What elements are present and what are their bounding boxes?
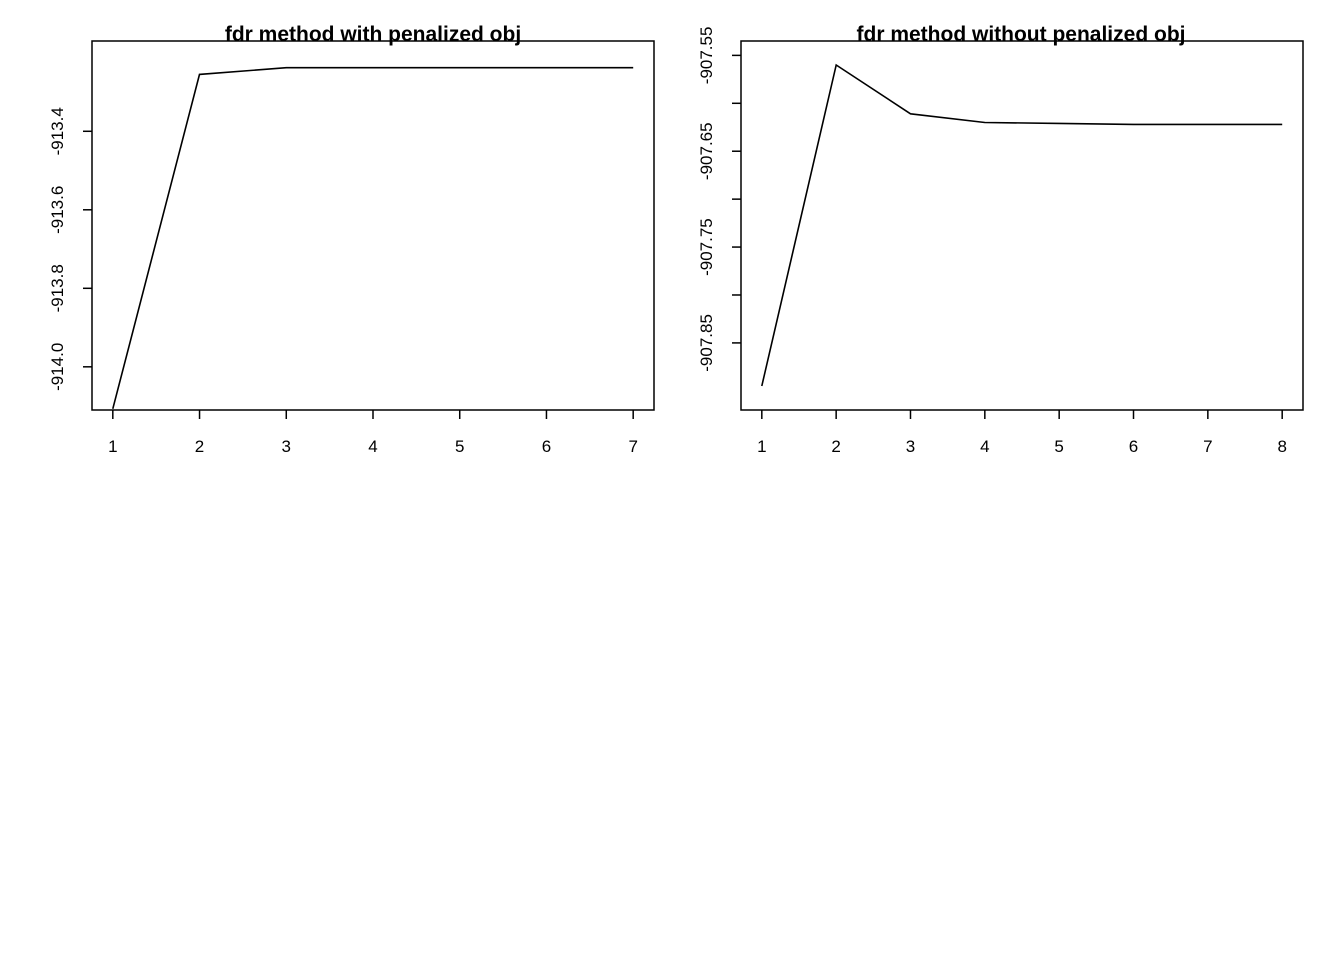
left-y-tick-label-4: -913.4 (48, 107, 67, 155)
right-x-tick-label-1: 1 (757, 437, 766, 456)
right-x-tick-label-3: 3 (906, 437, 915, 456)
left-plot-panel: 1 2 3 4 5 6 7 -914.0 -913.8 -913.6 -913.4 fdr meth… (48, 23, 655, 456)
right-plot-marks: 1 2 3 4 5 6 7 8 -907.85 -907.75 -907.65 -907.55 (697, 27, 1287, 456)
right-x-tick-label-2: 2 (831, 437, 840, 456)
left-x-tick-label-5: 5 (455, 437, 464, 456)
left-y-tick-label-3: -913.6 (48, 186, 67, 234)
left-x-tick-label-6: 6 (542, 437, 551, 456)
left-x-tick-label-3: 3 (282, 437, 291, 456)
left-x-tick-label-7: 7 (628, 437, 637, 456)
left-plot-title: fdr method with penalized obj (225, 23, 521, 46)
right-x-tick-label-7: 7 (1203, 437, 1212, 456)
right-x-tick-label-5: 5 (1054, 437, 1063, 456)
right-y-tick-label-5: -907.65 (697, 122, 716, 180)
right-y-tick-label-7: -907.55 (697, 27, 716, 85)
left-plot-frame (91, 40, 655, 411)
left-y-tick-label-2: -913.8 (48, 264, 67, 312)
right-x-tick-label-4: 4 (980, 437, 989, 456)
right-series-line-1 (761, 63, 1283, 387)
left-y-tick-label-1: -914.0 (48, 343, 67, 391)
left-x-tick-label-1: 1 (108, 437, 117, 456)
left-x-tick-label-4: 4 (368, 437, 377, 456)
right-x-tick-label-6: 6 (1129, 437, 1138, 456)
left-plot-marks: 1 2 3 4 5 6 7 -914.0 -913.8 -913.6 -913.4 (48, 66, 638, 456)
left-x-tick-label-2: 2 (195, 437, 204, 456)
right-plot-frame (740, 40, 1304, 411)
right-y-tick-label-1: -907.85 (697, 314, 716, 372)
right-x-tick-label-8: 8 (1277, 437, 1286, 456)
left-series-line-1 (112, 66, 634, 410)
right-plot-panel: 1 2 3 4 5 6 7 8 -907.85 -907.75 -907.65 -907.55 fdr… (697, 23, 1304, 456)
right-plot-title: fdr method without penalized obj (857, 23, 1186, 46)
right-y-tick-label-3: -907.75 (697, 218, 716, 276)
